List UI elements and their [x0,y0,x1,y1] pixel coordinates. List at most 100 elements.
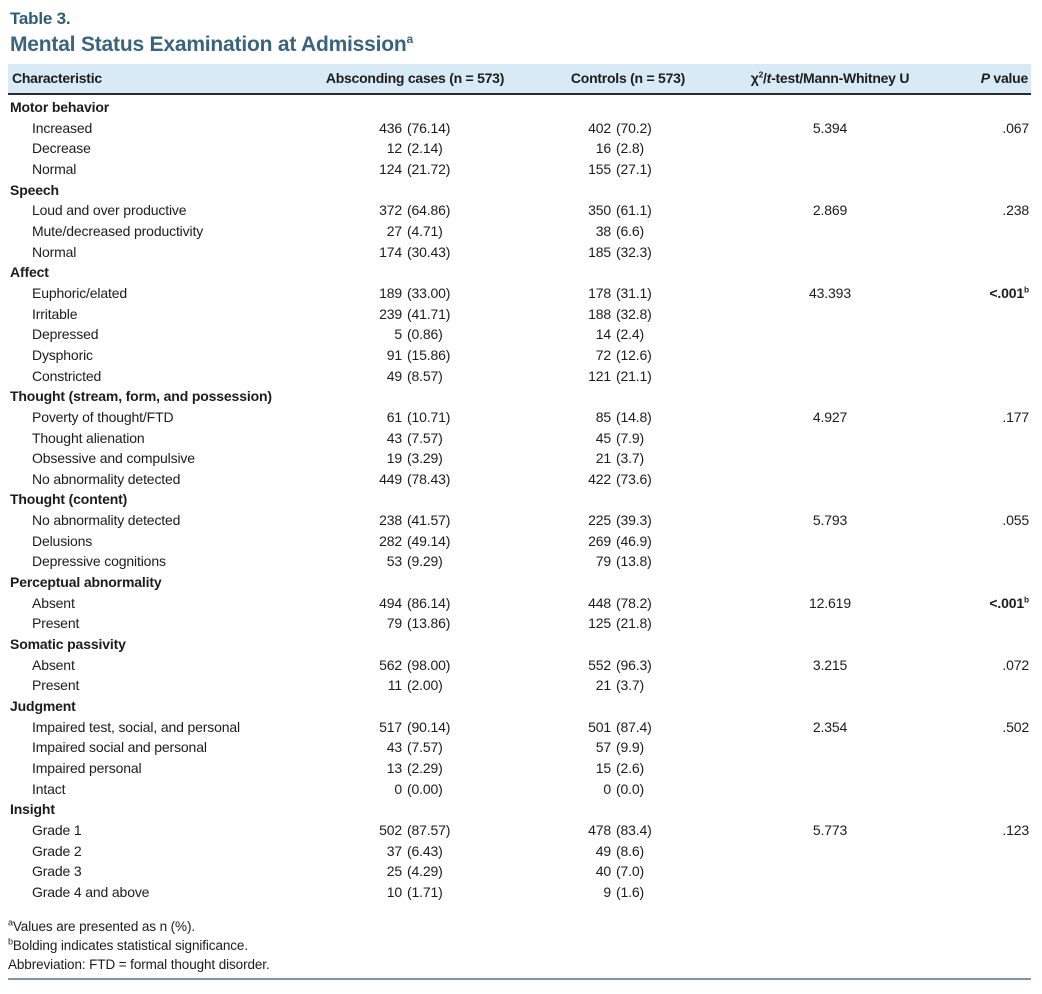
table-row: Normal 174 (30.43) 185 (32.3) [8,242,1031,263]
cell-absconding-value: 19 (3.29) [386,450,443,467]
cell-p-value [970,758,1031,779]
footnote-line: bBolding indicates statistical significa… [8,936,248,953]
cell-p-value [970,138,1031,159]
cell-controls-value [472,572,690,593]
cell-controls-value: 45 (7.9) [595,429,645,446]
cell-controls-value: 422 (73.6) [588,470,652,487]
row-item-label: Present [32,677,80,694]
cell-controls-value: 185 (32.3) [588,243,652,260]
table-row: Somatic passivity [8,634,1031,655]
table-row: Thought alienation 43 (7.57) 45 (7.9) [8,428,1031,449]
cell-test-statistic [690,138,970,159]
row-item-label: Grade 1 [32,821,82,838]
cell-controls-value: 14 (2.4) [595,326,645,343]
row-item-label: Grade 2 [32,842,82,859]
cell-p-value: .238 [1002,202,1029,219]
row-item-label: No abnormality detected [32,512,181,529]
cell-controls-value: 478 (83.4) [588,821,652,838]
cell-controls-value [472,634,690,655]
table-row: Decrease 12 (2.14) 16 (2.8) [8,138,1031,159]
table-row: Dysphoric 91 (15.86) 72 (12.6) [8,345,1031,366]
cell-absconding-value [345,386,472,407]
cell-test-statistic: 5.773 [812,821,848,838]
cell-test-statistic [690,428,970,449]
cell-p-value [970,242,1031,263]
cell-controls-value [472,386,690,407]
table-3-panel: Table 3. Mental Status Examination at Ad… [8,0,1031,981]
row-section-label: Speech [10,181,59,198]
cell-test-statistic [690,882,970,903]
cell-test-statistic [690,159,970,180]
row-section-label: Affect [10,264,49,281]
cell-absconding-value: 49 (8.57) [386,367,443,384]
row-item-label: No abnormality detected [32,470,181,487]
cell-absconding-value [345,799,472,820]
cell-controls-value [472,799,690,820]
cell-controls-value: 402 (70.2) [588,119,652,136]
cell-absconding-value: 79 (13.86) [386,615,451,632]
cell-controls-value: 21 (3.7) [595,677,645,694]
cell-test-statistic [690,97,970,118]
table-row: Judgment [8,696,1031,717]
row-item-label: Depressive cognitions [32,553,166,570]
cell-p-value [970,799,1031,820]
cell-p-value [970,531,1031,552]
row-section-label: Judgment [10,698,76,715]
row-item-label: Grade 3 [32,863,82,880]
table-row: Grade 1 502 (87.57) 478 (83.4) 5.773 .123 [8,820,1031,841]
cell-controls-value: 21 (3.7) [595,450,645,467]
cell-absconding-value: 12 (2.14) [386,140,443,157]
cell-test-statistic [690,469,970,490]
table-row: Absent 562 (98.00) 552 (96.3) 3.215 .072 [8,655,1031,676]
cell-controls-value [472,97,690,118]
row-item-label: Irritable [32,305,78,322]
cell-test-statistic [690,304,970,325]
cell-absconding-value: 436 (76.14) [379,119,451,136]
cell-controls-value: 9 (1.6) [603,883,645,900]
table-title-text: Mental Status Examination at Admission [10,33,407,56]
footnote-line: aValues are presented as n (%). [8,917,196,934]
cell-p-value [970,551,1031,572]
row-section-label: Thought (content) [10,491,128,508]
cell-test-statistic: 2.354 [812,718,848,735]
table-row: Constricted 49 (8.57) 121 (21.1) [8,366,1031,387]
cell-absconding-value: 61 (10.71) [386,408,451,425]
cell-absconding-value: 13 (2.29) [386,760,443,776]
cell-p-value: <.001b [989,284,1029,301]
footnote-line: Abbreviation: FTD = formal thought disor… [8,956,270,972]
cell-test-statistic [690,841,970,862]
cell-absconding-value [345,634,472,655]
cell-controls-value: 155 (27.1) [588,160,652,177]
row-item-label: Dysphoric [32,346,93,363]
cell-controls-value: 40 (7.0) [595,863,645,880]
cell-test-statistic [690,180,970,201]
table-row: Obsessive and compulsive 19 (3.29) 21 (3.7) [8,448,1031,469]
cell-p-value: .502 [1002,718,1029,735]
table-row: Grade 3 25 (4.29) 40 (7.0) [8,861,1031,882]
cell-controls-value [472,696,690,717]
cell-test-statistic [690,572,970,593]
cell-absconding-value: 494 (86.14) [379,594,451,611]
cell-absconding-value: 27 (4.71) [386,222,443,239]
title-footnote-marker: a [406,32,414,46]
cell-controls-value: 350 (61.1) [588,202,652,219]
cell-test-statistic [690,758,970,779]
cell-test-statistic: 5.793 [812,512,848,529]
cell-p-value [970,159,1031,180]
cell-p-value [970,779,1031,800]
row-item-label: Thought alienation [32,429,145,446]
cell-absconding-value: 5 (0.86) [394,326,443,343]
cell-absconding-value: 124 (21.72) [379,160,451,177]
row-item-label: Increased [32,119,93,136]
table-row: Present 79 (13.86) 125 (21.8) [8,613,1031,634]
row-item-label: Obsessive and compulsive [32,450,195,467]
table-header-row: Characteristic Absconding cases (n = 573… [8,64,1031,95]
cell-test-statistic [690,345,970,366]
cell-p-value [970,861,1031,882]
cell-test-statistic [690,221,970,242]
cell-p-value [970,304,1031,325]
table-row: Thought (stream, form, and possession) [8,386,1031,407]
table-row: Depressive cognitions 53 (9.29) 79 (13.8) [8,551,1031,572]
cell-p-value: .177 [1002,408,1029,425]
cell-absconding-value: 0 (0.00) [394,780,443,797]
